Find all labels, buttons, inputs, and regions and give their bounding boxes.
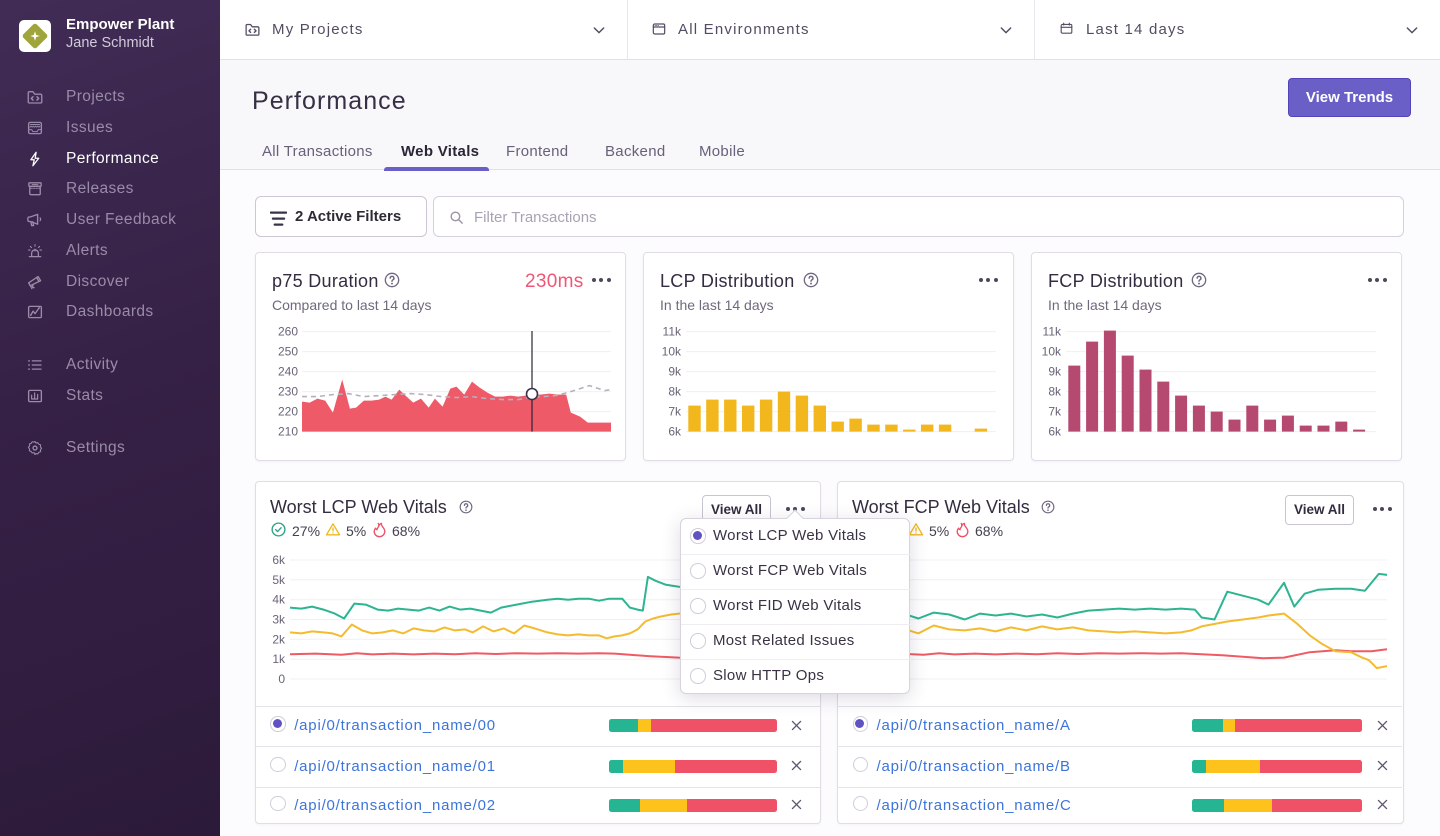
svg-text:7k: 7k — [668, 405, 682, 419]
svg-text:6k: 6k — [668, 425, 682, 439]
svg-text:260: 260 — [278, 325, 298, 339]
svg-text:6k: 6k — [1048, 425, 1062, 439]
svg-text:5k: 5k — [272, 573, 286, 587]
svg-text:1k: 1k — [272, 652, 286, 666]
svg-text:3k: 3k — [272, 613, 286, 627]
svg-text:210: 210 — [278, 425, 298, 439]
svg-text:10k: 10k — [662, 345, 682, 359]
svg-text:230: 230 — [278, 385, 298, 399]
svg-text:240: 240 — [278, 365, 298, 379]
svg-text:2k: 2k — [272, 632, 286, 646]
svg-text:11k: 11k — [1043, 325, 1062, 339]
svg-text:6k: 6k — [272, 553, 286, 567]
svg-text:10k: 10k — [1042, 345, 1062, 359]
svg-text:220: 220 — [278, 405, 298, 419]
svg-text:9k: 9k — [1048, 365, 1062, 379]
svg-text:4k: 4k — [272, 593, 286, 607]
svg-text:9k: 9k — [668, 365, 682, 379]
svg-text:11k: 11k — [663, 325, 682, 339]
svg-text:7k: 7k — [1048, 405, 1062, 419]
svg-text:8k: 8k — [668, 385, 682, 399]
svg-text:0: 0 — [278, 672, 285, 686]
svg-text:250: 250 — [278, 345, 298, 359]
svg-text:8k: 8k — [1048, 385, 1062, 399]
